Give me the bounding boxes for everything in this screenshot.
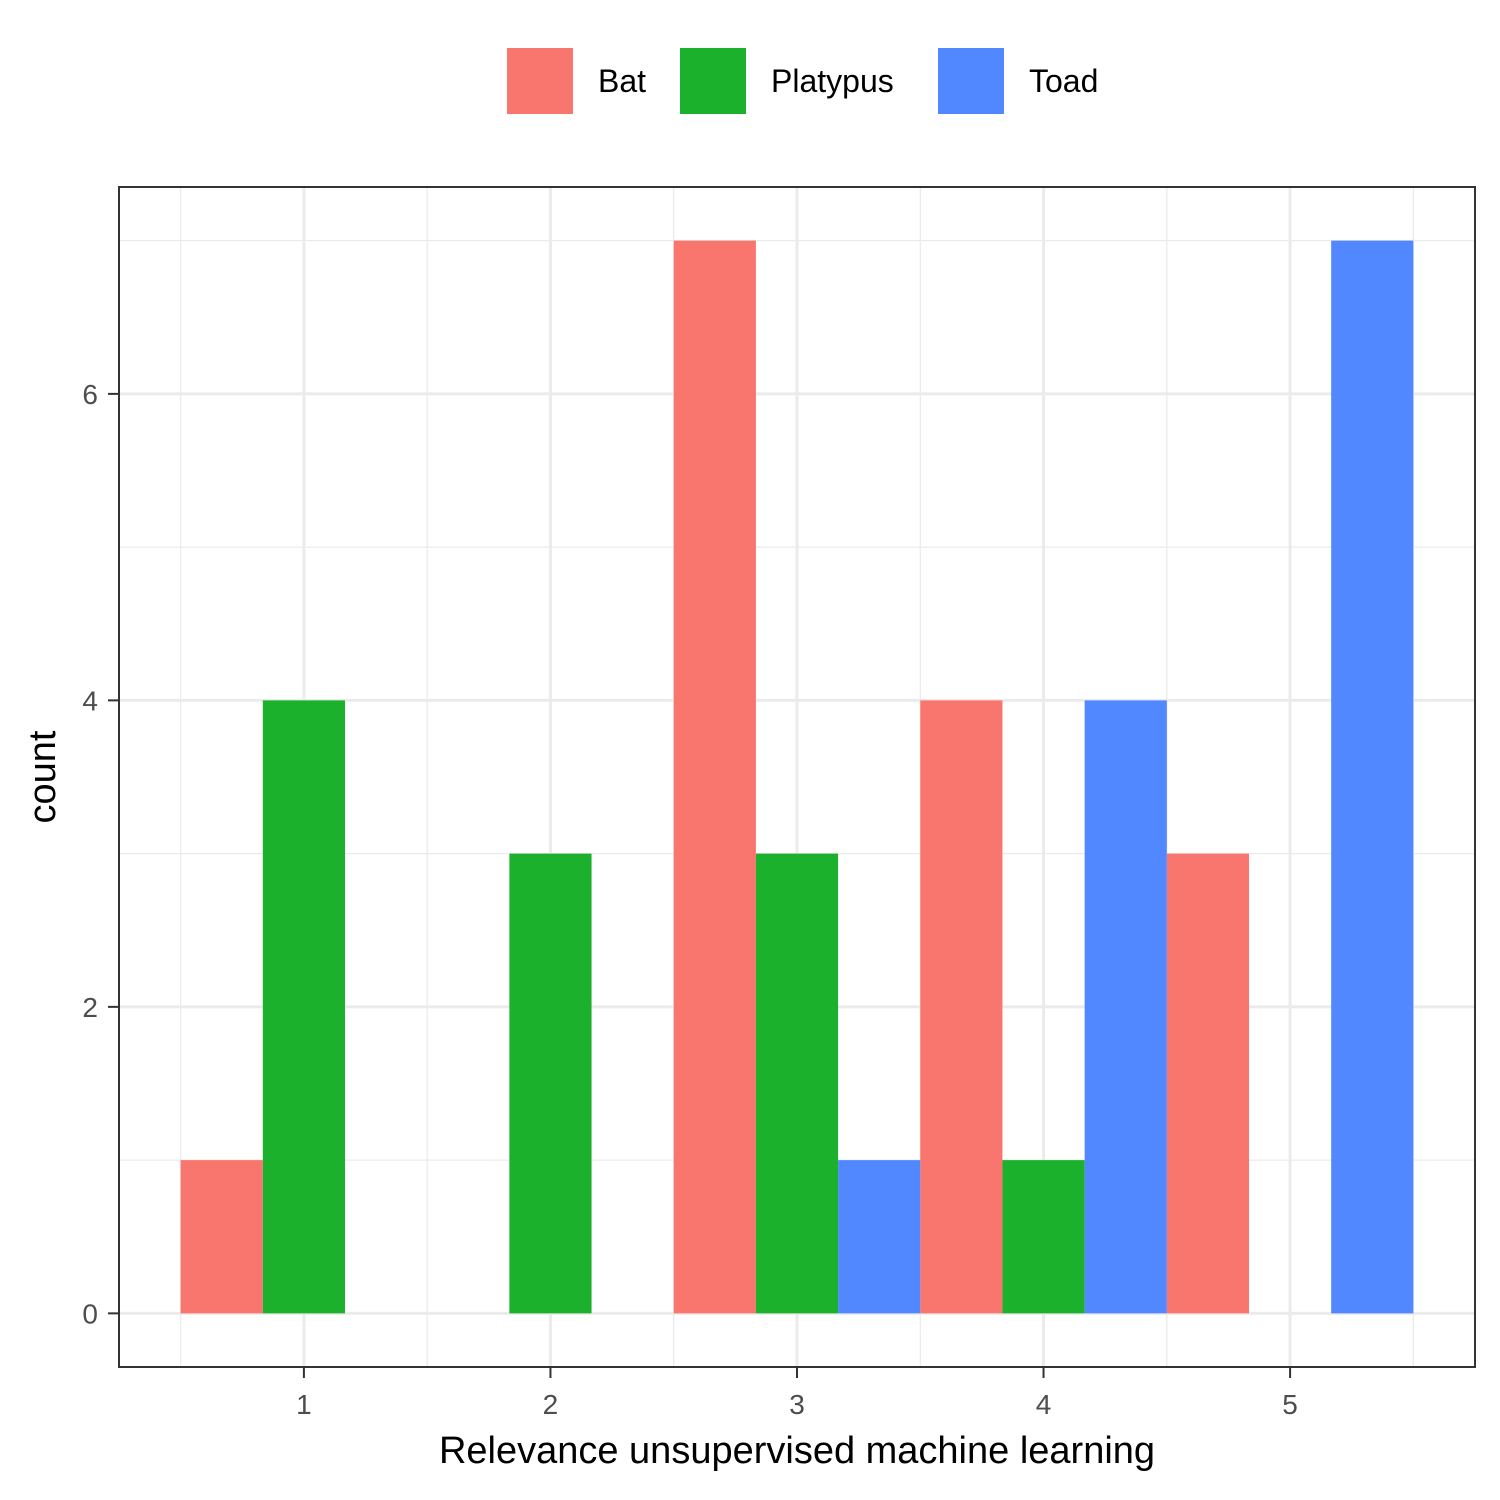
bar-bat-4	[920, 700, 1003, 1314]
bar-platypus-3	[755, 853, 839, 1314]
y-tick-label: 6	[82, 379, 98, 410]
bar-platypus-2	[509, 853, 592, 1314]
legend-label: Platypus	[771, 63, 894, 99]
x-tick-label: 5	[1282, 1389, 1298, 1420]
bar-bat-3	[673, 240, 756, 1314]
bars	[180, 240, 1414, 1314]
x-axis: 1 2 3 4 5	[296, 1367, 1298, 1420]
y-tick-label: 4	[82, 685, 98, 716]
bar-platypus-1	[262, 700, 345, 1314]
legend-label: Bat	[598, 63, 647, 99]
x-tick-label: 3	[789, 1389, 805, 1420]
x-tick-label: 1	[296, 1389, 312, 1420]
y-tick-label: 0	[82, 1298, 98, 1329]
y-axis: 0 2 4 6	[82, 379, 119, 1329]
y-tick-label: 2	[82, 992, 98, 1023]
x-tick-label: 2	[543, 1389, 559, 1420]
legend-label: Toad	[1029, 63, 1099, 99]
legend-key-bat	[507, 48, 573, 114]
bar-toad-5	[1331, 240, 1414, 1314]
bar-toad-4	[1084, 700, 1167, 1314]
bar-toad-3	[838, 1160, 921, 1314]
legend-key-toad	[938, 48, 1004, 114]
bar-bat-5	[1166, 853, 1249, 1314]
x-tick-label: 4	[1036, 1389, 1052, 1420]
legend: Bat Platypus Toad	[0, 48, 1500, 116]
bar-bat-1	[180, 1160, 263, 1314]
legend-key-platypus	[680, 48, 746, 114]
y-axis-title: count	[22, 730, 64, 823]
bar-platypus-4	[1002, 1160, 1085, 1314]
x-axis-title: Relevance unsupervised machine learning	[439, 1430, 1155, 1472]
